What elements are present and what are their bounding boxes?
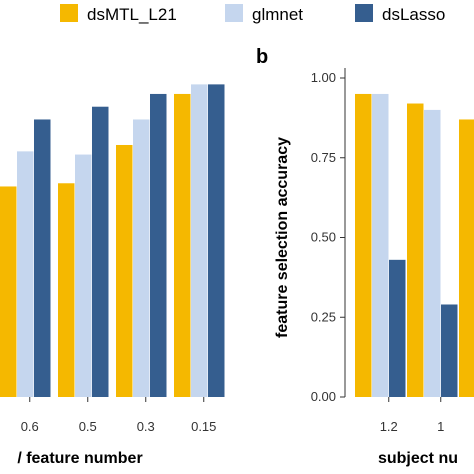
bar-glmnet-0.15 xyxy=(191,84,208,397)
bar-glmnet-1 xyxy=(424,109,441,398)
bar-glmnet-1.2 xyxy=(372,93,389,397)
x-tick-label: 0.6 xyxy=(21,419,39,434)
legend-swatch-dsmtl-l21 xyxy=(60,4,78,22)
y-tick-label: 0.00 xyxy=(311,389,336,404)
bar-dslasso-1 xyxy=(441,304,458,397)
bar-dsmtl-l21-0.15 xyxy=(174,93,191,397)
y-tick-label: 0.25 xyxy=(311,309,336,324)
legend-label: dsMTL_L21 xyxy=(87,5,177,24)
bar-glmnet-0.3 xyxy=(133,119,150,397)
y-tick-label: 0.50 xyxy=(311,230,336,245)
y-tick-label: 0.75 xyxy=(311,150,336,165)
x-tick-label: 1.2 xyxy=(380,419,398,434)
bar-dslasso-0.3 xyxy=(150,93,167,397)
bar-dsmtl-l21-0.8 xyxy=(459,119,474,397)
bar-dsmtl-l21-1 xyxy=(407,103,424,398)
bar-dsmtl-l21-0.3 xyxy=(116,144,133,397)
bar-dsmtl-l21-1.2 xyxy=(355,93,372,397)
x-tick-label: 0.5 xyxy=(79,419,97,434)
bar-dslasso-0.5 xyxy=(92,106,109,398)
legend-label: dsLasso xyxy=(382,5,445,24)
y-axis-title: feature selection accuracy xyxy=(274,137,291,338)
x-tick-label: 0.3 xyxy=(137,419,155,434)
x-tick-label: 0.15 xyxy=(191,419,216,434)
panel-label: b xyxy=(256,46,268,68)
legend-label: glmnet xyxy=(252,5,303,24)
x-tick-label: 1 xyxy=(437,419,444,434)
legend-swatch-glmnet xyxy=(225,4,243,22)
bar-dsmtl-l21-0.6 xyxy=(0,186,17,397)
bar-dsmtl-l21-0.5 xyxy=(58,183,75,397)
bar-dslasso-1.2 xyxy=(389,259,406,397)
bar-dslasso-0.6 xyxy=(34,119,51,397)
x-axis-title: / feature number xyxy=(17,450,142,467)
y-tick-label: 1.00 xyxy=(311,70,336,85)
bar-glmnet-0.6 xyxy=(17,151,34,397)
x-axis-title: subject nu xyxy=(378,450,458,467)
bar-glmnet-0.5 xyxy=(75,154,92,397)
bar-dslasso-0.15 xyxy=(208,84,225,397)
legend: dsMTL_L21 glmnet dsLasso xyxy=(60,4,445,24)
legend-swatch-dslasso xyxy=(355,4,373,22)
panel-a: 0.6 0.5 0.3 0.15 / feature number xyxy=(0,84,225,467)
